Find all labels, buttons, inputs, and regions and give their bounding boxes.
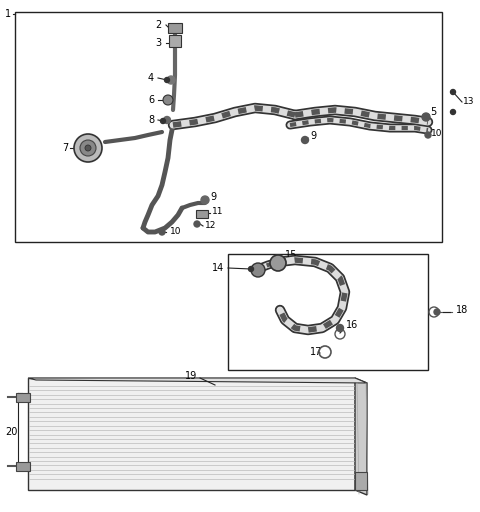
Circle shape <box>164 117 170 123</box>
Text: 15: 15 <box>285 250 298 260</box>
Polygon shape <box>28 378 355 490</box>
Text: 1: 1 <box>5 9 11 19</box>
Text: 11: 11 <box>212 207 224 217</box>
Circle shape <box>163 95 173 105</box>
Bar <box>169 35 181 47</box>
Text: 12: 12 <box>205 221 216 229</box>
Text: 8: 8 <box>148 115 154 125</box>
Text: 13: 13 <box>463 97 475 106</box>
Circle shape <box>85 145 91 151</box>
Text: 19: 19 <box>185 371 197 381</box>
Bar <box>168 23 182 33</box>
Text: 17: 17 <box>310 347 323 357</box>
Bar <box>16 393 30 402</box>
Text: 4: 4 <box>148 73 154 83</box>
Circle shape <box>451 90 456 95</box>
Circle shape <box>160 118 166 123</box>
Text: 10: 10 <box>170 227 181 237</box>
Text: 18: 18 <box>456 305 468 315</box>
Bar <box>355 472 367 490</box>
Circle shape <box>301 137 309 143</box>
Circle shape <box>194 221 200 227</box>
Bar <box>228 254 428 370</box>
Bar <box>15 12 442 242</box>
Circle shape <box>167 76 175 84</box>
Circle shape <box>249 267 253 271</box>
Circle shape <box>422 113 430 121</box>
Circle shape <box>451 110 456 115</box>
Text: 16: 16 <box>346 320 358 330</box>
Circle shape <box>159 229 165 235</box>
Circle shape <box>434 309 440 315</box>
Text: 20: 20 <box>5 427 17 437</box>
Text: 5: 5 <box>430 107 436 117</box>
Circle shape <box>74 134 102 162</box>
Circle shape <box>80 140 96 156</box>
Text: 9: 9 <box>310 131 316 141</box>
Text: 2: 2 <box>155 20 161 30</box>
Text: 7: 7 <box>62 143 68 153</box>
Bar <box>16 462 30 471</box>
Polygon shape <box>28 378 367 383</box>
Circle shape <box>425 132 431 138</box>
Polygon shape <box>355 378 367 495</box>
Circle shape <box>165 77 169 82</box>
Text: 6: 6 <box>148 95 154 105</box>
Circle shape <box>336 325 344 331</box>
Circle shape <box>251 263 265 277</box>
Circle shape <box>201 196 209 204</box>
Bar <box>196 210 208 218</box>
Circle shape <box>270 255 286 271</box>
Text: 3: 3 <box>155 38 161 48</box>
Text: 14: 14 <box>212 263 224 273</box>
Text: 9: 9 <box>210 192 216 202</box>
Text: 10: 10 <box>431 129 443 138</box>
